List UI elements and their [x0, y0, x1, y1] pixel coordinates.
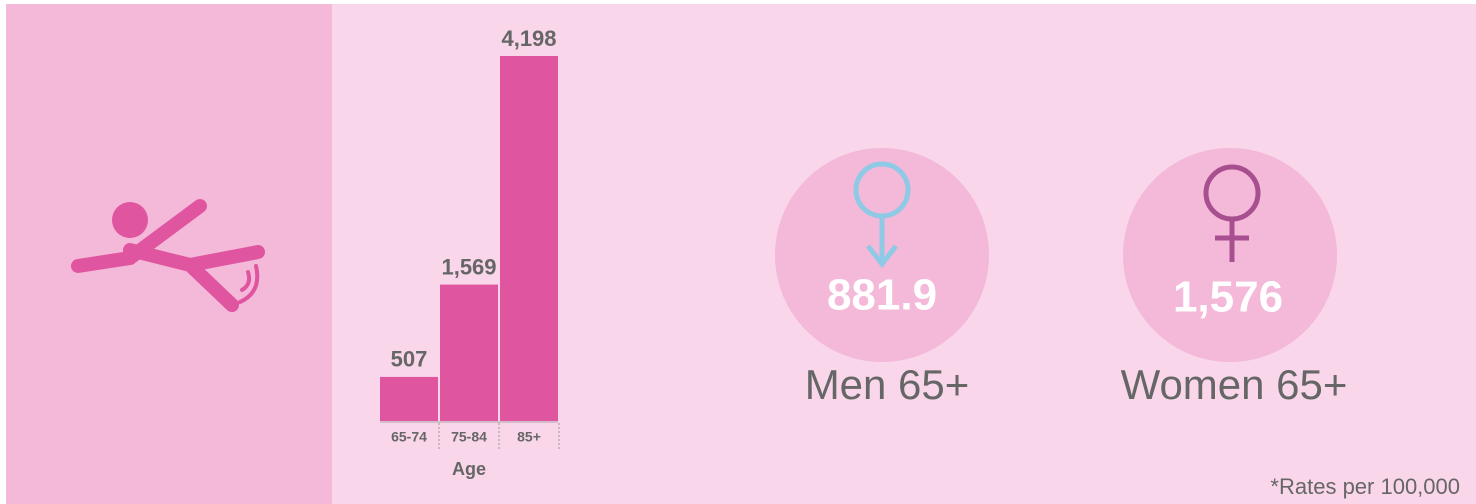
stat-label: Women 65+: [1121, 361, 1348, 408]
bar: [500, 56, 558, 421]
stat-label: Men 65+: [805, 361, 970, 408]
female-symbol: [1123, 148, 1337, 362]
bar: [440, 284, 498, 421]
x-tick-label: 75-84: [451, 429, 487, 445]
x-tick-label: 85+: [517, 429, 541, 445]
value-label: 1,569: [441, 254, 496, 279]
value-label: 4,198: [501, 26, 556, 51]
x-tick-label: 65-74: [391, 429, 427, 445]
value-label: 507: [391, 347, 428, 372]
stat-value: 881.9: [827, 271, 937, 320]
bar: [380, 376, 438, 421]
footnote: *Rates per 100,000: [1270, 474, 1460, 499]
x-axis-label: Age: [452, 459, 486, 479]
stat-value: 1,576: [1173, 273, 1283, 322]
falling-person-icon: [71, 199, 265, 312]
male-symbol: [775, 148, 989, 362]
